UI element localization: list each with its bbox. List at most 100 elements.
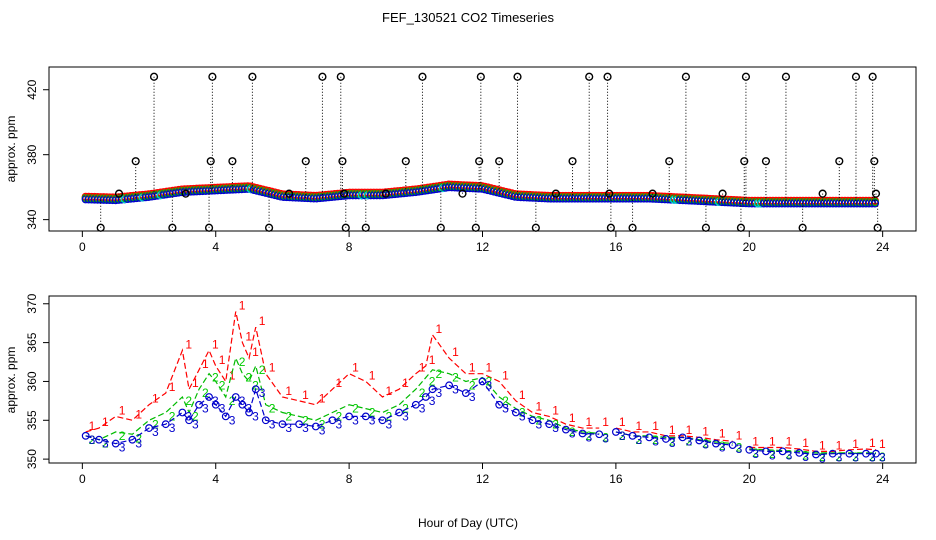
series-1-marker: 1 [636,419,643,433]
series-1-marker: 1 [419,361,426,375]
series-1-marker: 1 [879,437,886,451]
series-1-marker: 1 [486,361,493,375]
series-3-marker: 3 [719,441,726,455]
series-1-marker: 1 [269,361,276,375]
series-1-marker: 1 [869,436,876,450]
x-tick-label: 12 [476,240,490,254]
series-3-marker: 3 [552,421,559,435]
series-2-marker: 2 [185,394,192,408]
series-3-marker: 3 [519,410,526,424]
top-panel-ylabel: approx. ppm [4,116,18,183]
series-3-marker: 3 [152,425,159,439]
top-panel-marks [82,73,881,231]
series-3-marker: 3 [786,448,793,462]
series-1-marker: 1 [569,411,576,425]
series-1-marker: 1 [202,357,209,371]
series-1-marker: 1 [239,299,246,313]
series-1-marker: 1 [259,314,266,328]
series-3-marker: 3 [302,421,309,435]
x-tick-label: 16 [609,472,623,486]
series-3-marker: 3 [702,437,709,451]
x-tick-label: 12 [476,472,490,486]
series-1-marker: 1 [586,415,593,429]
series-3-marker: 3 [419,402,426,416]
series-1-marker: 1 [119,403,126,417]
x-tick-label: 20 [743,240,757,254]
y-tick-label: 355 [25,410,39,430]
series-3-marker: 3 [769,448,776,462]
series-1-marker: 1 [786,434,793,448]
x-tick-label: 24 [876,472,890,486]
series-3-marker: 3 [586,430,593,444]
series-3-marker: 3 [369,413,376,427]
series-1-marker: 1 [285,384,292,398]
series-3-marker: 3 [435,386,442,400]
y-tick-label: 370 [25,293,39,313]
series-1-marker: 1 [552,403,559,417]
x-tick-label: 0 [79,472,86,486]
series-1-marker: 1 [102,415,109,429]
series-1-marker: 1 [319,392,326,406]
series-1-marker: 1 [385,384,392,398]
series-2-marker: 2 [259,363,266,377]
y-tick-label: 380 [25,144,39,164]
series-3-marker: 3 [385,417,392,431]
chart-title: FEF_130521 CO2 Timeseries [382,10,554,25]
series-1-marker: 1 [245,330,252,344]
series-3-marker: 3 [259,386,266,400]
x-tick-label: 8 [346,240,353,254]
series-2-marker: 2 [435,367,442,381]
bottom-panel-marks: 1 11 111111111111111 1 11111111111 1111 11 1 1 1 1… [82,299,886,466]
series-1-marker: 1 [185,337,192,351]
series-3-marker: 3 [89,433,96,447]
series-1-marker: 1 [152,392,159,406]
series-3-marker: 3 [836,451,843,465]
series-3-marker: 3 [452,382,459,396]
series-3-marker: 3 [502,402,509,416]
series-3-marker: 3 [135,437,142,451]
bottom-panel-ylabel: approx. ppm [4,347,18,414]
series-3-marker: 3 [285,421,292,435]
x-tick-label: 4 [212,472,219,486]
series-2-marker: 2 [269,402,276,416]
series-1-marker: 1 [619,415,626,429]
series-3-marker: 3 [269,417,276,431]
series-3-marker: 3 [652,434,659,448]
series-1-marker: 1 [652,419,659,433]
series-3-marker: 3 [169,421,176,435]
series-3-marker: 3 [486,378,493,392]
series-1-marker: 1 [352,361,359,375]
series-3-marker: 3 [229,413,236,427]
series-1-marker: 1 [169,380,176,394]
series-3-marker: 3 [736,442,743,456]
series-3-marker: 3 [802,450,809,464]
series-1-marker: 1 [469,361,476,375]
series-1-marker: 1 [369,368,376,382]
series-1-marker: 1 [519,388,526,402]
x-tick-label: 16 [609,240,623,254]
x-tick-label: 0 [79,240,86,254]
y-tick-label: 350 [25,449,39,469]
series-3-marker: 3 [335,417,342,431]
x-tick-label: 8 [346,472,353,486]
series-2-marker: 2 [219,378,226,392]
series-2-marker: 2 [239,355,246,369]
series-3-marker: 3 [252,410,259,424]
series-1-marker: 1 [89,419,96,433]
series-1-marker: 1 [536,400,543,414]
y-tick-label: 340 [25,209,39,229]
x-tick-label: 20 [743,472,757,486]
series-1-marker: 1 [335,376,342,390]
series-1-marker: 1 [429,353,436,367]
series-3-marker: 3 [569,427,576,441]
series-3-marker: 3 [619,429,626,443]
series-3-marker: 3 [879,451,886,465]
series-3-marker: 3 [352,413,359,427]
series-1-marker: 1 [402,376,409,390]
series-3-marker: 3 [752,447,759,461]
x-axis-label: Hour of Day (UTC) [418,516,518,530]
x-tick-label: 4 [212,240,219,254]
series-1-marker: 1 [302,388,309,402]
series-3-marker: 3 [202,402,209,416]
series-3-marker: 3 [469,390,476,404]
